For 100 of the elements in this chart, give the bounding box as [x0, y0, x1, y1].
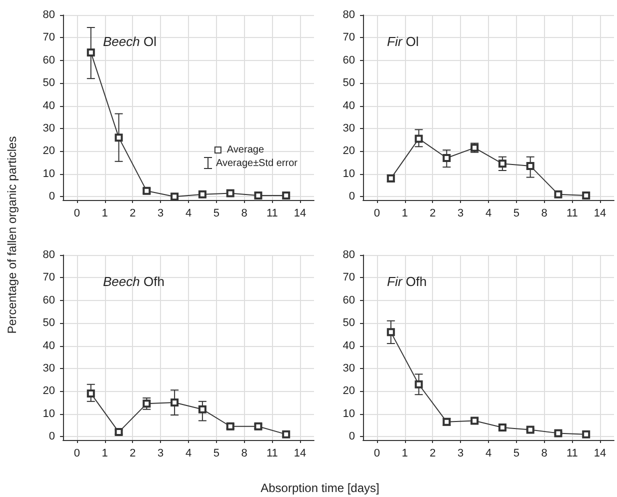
- x-tick-label: 5: [513, 208, 520, 220]
- x-tick-label: 11: [266, 448, 278, 460]
- x-tick-label: 3: [458, 448, 464, 460]
- text: Beech Ofh: [103, 274, 164, 289]
- x-tick-label: 14: [594, 208, 606, 220]
- point: [254, 191, 262, 200]
- x-tick-label: 14: [294, 448, 306, 460]
- text: Beech Ol: [103, 34, 156, 49]
- y-tick-label: 30: [42, 362, 55, 374]
- point: [582, 430, 590, 438]
- y-tick-label: 30: [342, 362, 355, 374]
- x-tick-label: 4: [485, 208, 492, 220]
- y-tick-label: 40: [342, 100, 355, 112]
- x-tick-label: 11: [266, 208, 278, 220]
- y-tick-label: 0: [348, 430, 355, 443]
- text: Fir Ol: [387, 34, 419, 49]
- point: [198, 405, 206, 414]
- y-tick-label: 0: [48, 430, 55, 443]
- y-tick-label: 40: [42, 100, 55, 112]
- point: [442, 154, 451, 162]
- y-axis-title: Percentage of fallen organic particles: [5, 136, 19, 334]
- point: [554, 429, 562, 438]
- point: [554, 190, 562, 198]
- x-tick-label: 2: [430, 208, 436, 220]
- y-tick-label: 20: [342, 145, 355, 158]
- y-tick-label: 50: [342, 77, 355, 90]
- point: [414, 134, 423, 143]
- point: [86, 389, 95, 398]
- y-tick-label: 60: [342, 54, 355, 66]
- x-tick-label: 2: [130, 448, 136, 460]
- point: [170, 398, 179, 407]
- y-tick-label: 30: [42, 122, 55, 134]
- x-tick-label: 0: [374, 208, 380, 220]
- y-tick-label: 10: [342, 408, 355, 420]
- point: [526, 426, 534, 434]
- annotation: Average±Std error: [216, 158, 298, 168]
- point: [414, 380, 423, 388]
- y-tick-label: 20: [42, 145, 55, 158]
- point: [526, 162, 534, 170]
- x-tick-label: 11: [566, 208, 578, 220]
- x-tick-label: 1: [102, 208, 108, 220]
- x-tick-label: 8: [241, 208, 248, 220]
- x-tick-label: 0: [374, 448, 380, 460]
- y-tick-label: 50: [42, 317, 55, 330]
- x-tick-label: 3: [458, 208, 464, 220]
- text: Fir Ofh: [387, 274, 427, 289]
- point: [498, 160, 506, 168]
- y-tick-label: 60: [342, 294, 355, 306]
- y-tick-label: 10: [42, 168, 55, 180]
- x-tick-label: 5: [513, 448, 520, 460]
- x-tick-label: 2: [130, 208, 136, 220]
- x-tick-label: 5: [213, 448, 220, 460]
- y-tick-label: 80: [42, 249, 55, 261]
- x-tick-label: 1: [402, 448, 408, 460]
- x-tick-label: 8: [541, 448, 548, 460]
- x-tick-label: 4: [185, 448, 192, 460]
- x-tick-label: 8: [541, 208, 548, 220]
- y-tick-label: 70: [342, 32, 355, 44]
- y-tick-label: 70: [42, 272, 55, 284]
- x-tick-label: 4: [485, 448, 492, 460]
- x-tick-label: 4: [185, 208, 192, 220]
- x-axis-title: Absorption time [days]: [260, 481, 380, 495]
- y-tick-label: 50: [342, 317, 355, 330]
- y-tick-label: 70: [42, 32, 55, 44]
- x-tick-label: 11: [566, 448, 578, 460]
- y-tick-label: 40: [42, 340, 55, 352]
- point: [582, 191, 590, 200]
- y-tick-label: 80: [42, 9, 55, 21]
- y-tick-label: 30: [342, 122, 355, 134]
- x-tick-label: 1: [402, 208, 408, 220]
- x-tick-label: 3: [158, 208, 164, 220]
- point: [386, 328, 395, 336]
- x-tick-label: 8: [241, 448, 248, 460]
- y-tick-label: 50: [42, 77, 55, 90]
- y-tick-label: 10: [342, 168, 355, 180]
- y-tick-label: 20: [342, 385, 355, 398]
- x-tick-label: 14: [594, 448, 606, 460]
- point: [170, 192, 179, 201]
- y-tick-label: 60: [42, 54, 55, 66]
- x-tick-label: 1: [102, 448, 108, 460]
- y-tick-label: 40: [342, 340, 355, 352]
- legend-label: Average: [226, 144, 264, 156]
- y-tick-label: 60: [42, 294, 55, 306]
- point: [142, 400, 151, 408]
- y-tick-label: 80: [342, 249, 355, 261]
- y-tick-label: 20: [42, 385, 55, 398]
- x-tick-label: 2: [430, 448, 436, 460]
- point: [198, 190, 206, 198]
- y-tick-label: 10: [42, 408, 55, 420]
- y-tick-label: 80: [342, 9, 355, 21]
- y-tick-label: 0: [348, 190, 355, 203]
- point: [470, 416, 479, 425]
- x-tick-label: 3: [158, 448, 164, 460]
- point: [282, 430, 290, 438]
- x-tick-label: 0: [74, 448, 80, 460]
- x-tick-label: 0: [74, 208, 80, 220]
- y-tick-label: 0: [48, 190, 55, 203]
- point: [86, 48, 95, 56]
- x-tick-label: 5: [213, 208, 220, 220]
- y-tick-label: 70: [342, 272, 355, 284]
